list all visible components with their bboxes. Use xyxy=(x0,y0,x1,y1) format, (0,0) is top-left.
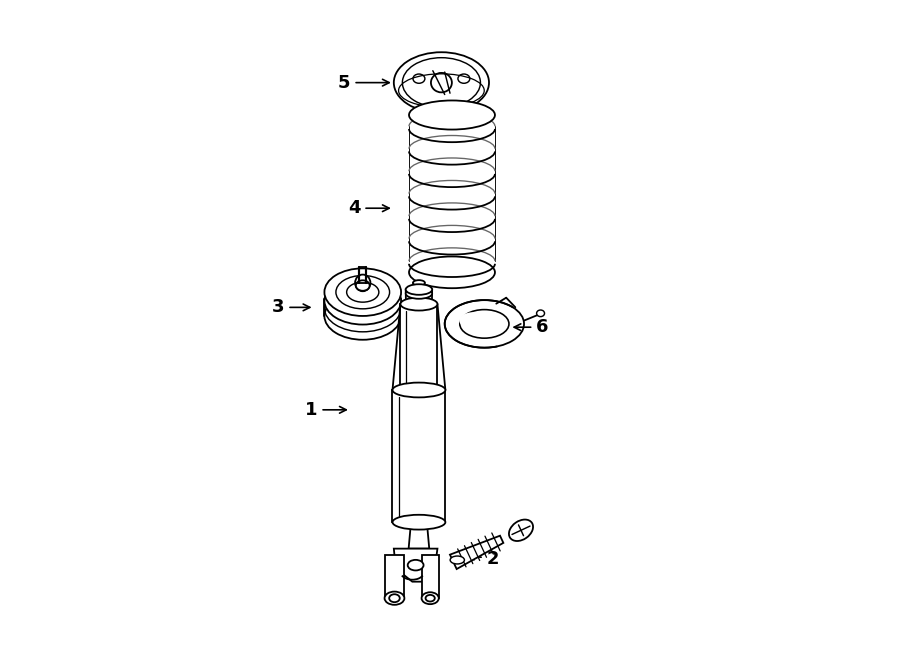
Polygon shape xyxy=(392,390,446,522)
Ellipse shape xyxy=(450,556,464,564)
Ellipse shape xyxy=(536,310,544,317)
Polygon shape xyxy=(406,290,432,304)
Ellipse shape xyxy=(324,277,401,325)
Ellipse shape xyxy=(356,274,371,292)
Ellipse shape xyxy=(431,73,452,93)
Polygon shape xyxy=(409,522,429,549)
Text: 2: 2 xyxy=(468,549,500,568)
Text: 1: 1 xyxy=(305,401,346,419)
Polygon shape xyxy=(394,549,437,582)
Ellipse shape xyxy=(409,100,495,130)
Text: 6: 6 xyxy=(514,318,549,336)
Ellipse shape xyxy=(445,300,524,348)
Polygon shape xyxy=(384,555,404,598)
Ellipse shape xyxy=(394,52,489,113)
Ellipse shape xyxy=(459,312,486,329)
Ellipse shape xyxy=(408,560,424,570)
Polygon shape xyxy=(450,535,503,569)
Ellipse shape xyxy=(389,594,400,602)
Ellipse shape xyxy=(458,74,470,83)
Ellipse shape xyxy=(413,280,425,286)
Ellipse shape xyxy=(421,592,439,604)
Ellipse shape xyxy=(508,520,533,541)
Ellipse shape xyxy=(356,280,370,291)
Polygon shape xyxy=(414,283,424,304)
Ellipse shape xyxy=(409,256,495,288)
Ellipse shape xyxy=(400,297,437,311)
Text: 4: 4 xyxy=(348,199,389,217)
Ellipse shape xyxy=(392,515,446,529)
Polygon shape xyxy=(422,555,439,598)
Ellipse shape xyxy=(406,284,432,295)
Ellipse shape xyxy=(324,268,401,316)
Ellipse shape xyxy=(426,595,435,602)
Ellipse shape xyxy=(324,292,401,340)
Ellipse shape xyxy=(406,288,432,299)
Text: 3: 3 xyxy=(272,298,310,317)
Ellipse shape xyxy=(413,74,425,83)
Text: 5: 5 xyxy=(338,73,389,92)
Polygon shape xyxy=(400,304,437,390)
Ellipse shape xyxy=(460,309,509,338)
Ellipse shape xyxy=(384,592,404,605)
Ellipse shape xyxy=(392,383,446,397)
